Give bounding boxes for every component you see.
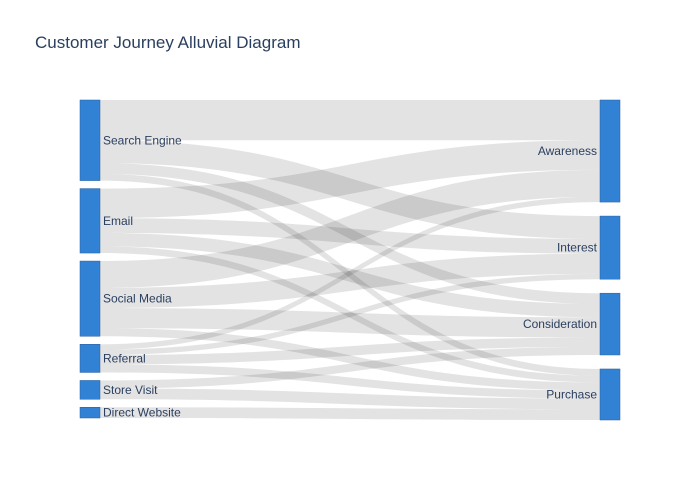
node-label-purchase: Purchase bbox=[546, 387, 597, 401]
node-interest[interactable] bbox=[599, 215, 621, 280]
node-label-direct-website: Direct Website bbox=[103, 406, 181, 420]
nodes-layer bbox=[79, 99, 621, 421]
link-store-visit-to-purchase[interactable] bbox=[100, 388, 600, 410]
node-social-media[interactable] bbox=[79, 260, 101, 337]
link-referral-to-purchase[interactable] bbox=[100, 364, 600, 399]
link-social-media-to-purchase[interactable] bbox=[100, 328, 600, 391]
link-referral-to-consideration[interactable] bbox=[100, 337, 600, 365]
node-store-visit[interactable] bbox=[79, 380, 101, 400]
node-consideration[interactable] bbox=[599, 292, 621, 356]
node-label-interest: Interest bbox=[557, 241, 598, 255]
node-label-store-visit: Store Visit bbox=[103, 383, 158, 397]
labels-layer: Search Engine Email Social Media Referral St… bbox=[103, 133, 598, 419]
node-search-engine[interactable] bbox=[79, 99, 101, 181]
node-label-social-media: Social Media bbox=[103, 292, 172, 306]
link-social-media-to-consideration[interactable] bbox=[100, 308, 600, 338]
link-referral-to-awareness[interactable] bbox=[100, 196, 600, 350]
node-label-consideration: Consideration bbox=[523, 317, 597, 331]
link-direct-website-to-purchase[interactable] bbox=[100, 407, 600, 420]
node-referral[interactable] bbox=[79, 344, 101, 373]
node-label-search-engine: Search Engine bbox=[103, 133, 182, 147]
link-store-visit-to-consideration[interactable] bbox=[100, 346, 600, 389]
node-label-awareness: Awareness bbox=[538, 144, 597, 158]
node-awareness[interactable] bbox=[599, 99, 621, 203]
node-purchase[interactable] bbox=[599, 368, 621, 421]
link-email-to-awareness[interactable] bbox=[100, 140, 600, 219]
link-social-media-to-awareness[interactable] bbox=[100, 169, 600, 288]
link-search-engine-to-awareness[interactable] bbox=[100, 100, 600, 141]
link-social-media-to-interest[interactable] bbox=[100, 253, 600, 309]
node-label-referral: Referral bbox=[103, 351, 146, 365]
links-layer bbox=[100, 100, 600, 420]
node-label-email: Email bbox=[103, 214, 133, 228]
node-email[interactable] bbox=[79, 188, 101, 254]
node-direct-website[interactable] bbox=[79, 407, 101, 419]
diagram-title: Customer Journey Alluvial Diagram bbox=[35, 33, 301, 52]
link-referral-to-interest[interactable] bbox=[100, 273, 600, 355]
